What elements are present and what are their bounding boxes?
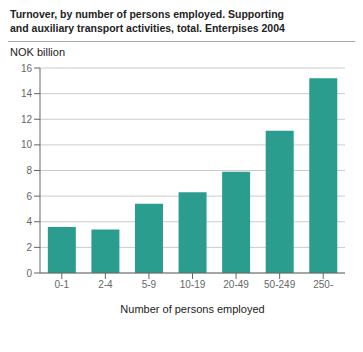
svg-text:6: 6 bbox=[26, 191, 32, 202]
svg-text:5-9: 5-9 bbox=[142, 279, 157, 290]
svg-text:10: 10 bbox=[21, 140, 33, 151]
svg-text:Number of persons employed: Number of persons employed bbox=[120, 303, 264, 315]
svg-text:8: 8 bbox=[26, 165, 32, 176]
svg-text:16: 16 bbox=[21, 63, 33, 74]
svg-text:2: 2 bbox=[26, 242, 32, 253]
svg-text:2-4: 2-4 bbox=[98, 279, 113, 290]
svg-text:0: 0 bbox=[26, 268, 32, 279]
html-text:Turnover, by number of persons: Turnover, by number of persons employed.… bbox=[10, 8, 284, 20]
svg-text:12: 12 bbox=[21, 114, 33, 125]
svg-text:0-1: 0-1 bbox=[55, 279, 70, 290]
html-text:and auxiliary transport activi: and auxiliary transport activities, tota… bbox=[10, 21, 285, 34]
svg-text:20-49: 20-49 bbox=[223, 279, 249, 290]
svg-text:14: 14 bbox=[21, 88, 33, 99]
svg-text:250-: 250- bbox=[313, 279, 333, 290]
svg-text:50-249: 50-249 bbox=[264, 279, 296, 290]
html-text:NOK billion: NOK billion bbox=[10, 46, 65, 59]
svg-text:4: 4 bbox=[26, 217, 32, 228]
svg-text:10-19: 10-19 bbox=[180, 279, 206, 290]
